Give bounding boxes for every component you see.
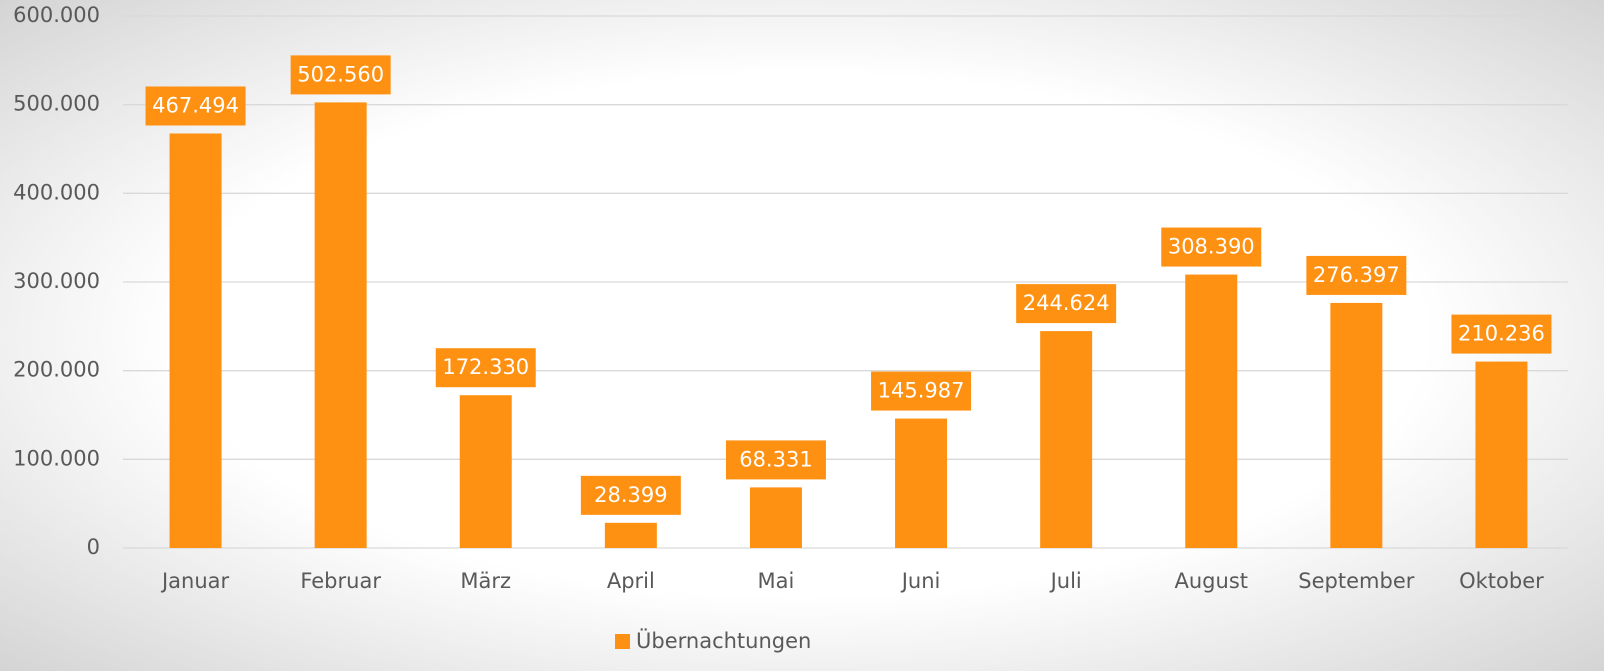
bar (169, 133, 222, 548)
value-label-box (435, 348, 536, 388)
x-tick-label: Mai (758, 569, 795, 593)
x-tick-label: Juni (900, 569, 941, 593)
x-tick-label: Februar (300, 569, 381, 593)
y-tick-label: 0 (87, 535, 100, 559)
value-label-box (145, 86, 246, 126)
y-tick-label: 500.000 (13, 92, 100, 116)
bar (895, 418, 948, 548)
bar (604, 522, 657, 548)
bar (1040, 331, 1093, 548)
y-tick-label: 100.000 (13, 446, 100, 470)
value-label-box (1161, 227, 1262, 267)
y-tick-label: 600.000 (13, 3, 100, 27)
y-tick-label: 200.000 (13, 358, 100, 382)
legend-label: Übernachtungen (636, 628, 811, 653)
bar (749, 487, 802, 548)
x-tick-label: Juli (1049, 569, 1082, 593)
x-tick-label: Januar (160, 569, 230, 593)
value-label: 210.236 (1458, 322, 1545, 346)
value-label: 467.494 (152, 93, 239, 117)
bar (1330, 302, 1383, 548)
legend-swatch (615, 634, 630, 649)
value-label: 28.399 (594, 483, 667, 507)
value-label: 308.390 (1168, 235, 1255, 259)
value-label: 145.987 (878, 379, 965, 403)
x-tick-label: Oktober (1459, 569, 1544, 593)
value-label-box (871, 371, 972, 411)
value-label-box (1306, 255, 1407, 295)
bar (459, 395, 512, 548)
x-tick-label: September (1298, 569, 1414, 593)
value-label-box (1451, 314, 1552, 354)
value-label: 244.624 (1023, 291, 1110, 315)
x-tick-label: April (607, 569, 655, 593)
value-label-box (290, 55, 391, 95)
x-tick-label: August (1175, 569, 1249, 593)
value-label: 68.331 (739, 447, 812, 471)
value-label: 502.560 (297, 62, 384, 86)
value-label: 276.397 (1313, 263, 1400, 287)
bar (1185, 274, 1238, 548)
y-tick-label: 400.000 (13, 180, 100, 204)
value-label-box (1016, 284, 1117, 324)
value-label: 172.330 (442, 355, 529, 379)
value-label-box (580, 475, 681, 515)
value-label-box (725, 440, 826, 480)
y-tick-label: 300.000 (13, 269, 100, 293)
x-tick-label: März (460, 569, 511, 593)
bar (314, 102, 367, 549)
bar (1475, 361, 1528, 548)
